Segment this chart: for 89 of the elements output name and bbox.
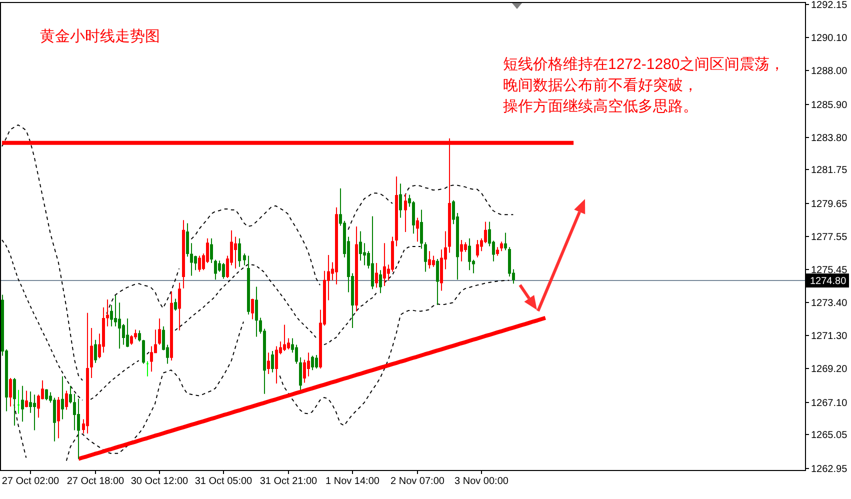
candlestick (77, 398, 80, 460)
y-tick-label: 1275.45 (811, 265, 848, 276)
candlestick (371, 216, 374, 290)
candlestick (460, 240, 463, 262)
x-tick-label: 31 Oct 05:00 (194, 476, 253, 487)
annotation: 晚间数据公布前不看好突破， (503, 77, 698, 94)
y-tick-label: 1292.15 (811, 0, 848, 11)
candlestick (275, 346, 278, 384)
x-tick-label: 30 Oct 12:00 (130, 476, 189, 487)
candlestick (106, 299, 109, 327)
candlestick (395, 176, 398, 247)
candlestick (500, 241, 503, 252)
candlestick (311, 355, 314, 371)
candlestick (420, 209, 423, 250)
candlestick (17, 389, 20, 414)
candlestick (379, 270, 382, 294)
y-tick-label: 1285.90 (811, 100, 848, 111)
candlestick (255, 286, 258, 338)
candlestick (355, 226, 358, 312)
candlestick (251, 298, 254, 320)
candlestick (428, 250, 431, 269)
candlestick (271, 350, 274, 373)
line-series (76, 316, 548, 461)
candlestick (25, 390, 28, 408)
current-price-label: 1274.80 (806, 274, 849, 288)
candlestick (375, 262, 378, 288)
candlestick (299, 356, 302, 390)
candlestick (210, 238, 213, 264)
x-tick-label: 31 Oct 21:00 (260, 476, 318, 487)
candlestick (94, 339, 97, 364)
candlestick (247, 255, 250, 315)
candlestick (283, 324, 286, 352)
candlestick (174, 298, 177, 312)
candlestick (57, 396, 60, 439)
y-tick-label: 1288.00 (811, 66, 848, 77)
candlestick (222, 262, 225, 280)
candlestick (13, 378, 16, 426)
candlestick (238, 238, 241, 268)
candlestick (359, 230, 362, 262)
annotation: 短线价格维持在1272-1280之间区间震荡， (503, 56, 785, 73)
candlestick (404, 194, 407, 232)
candlestick (65, 390, 68, 410)
candlestick (146, 360, 149, 377)
candlestick (416, 217, 419, 242)
y-tick-label: 1273.40 (811, 298, 848, 309)
candlestick (126, 318, 129, 348)
y-tick-label: 1279.65 (811, 199, 848, 210)
candlestick (158, 318, 161, 346)
y-tick-label: 1262.95 (811, 464, 848, 475)
x-tick-label: 2 Nov 07:00 (390, 476, 445, 487)
candlestick (214, 259, 217, 280)
candlestick (436, 258, 439, 306)
candlestick (476, 240, 479, 258)
y-tick-label: 1267.10 (811, 398, 848, 409)
x-tick-label: 27 Oct 18:00 (66, 476, 125, 487)
ref-line-label: 1274.80 (810, 276, 847, 287)
candlestick (178, 282, 181, 331)
candlestick (21, 385, 24, 422)
candlestick (243, 253, 246, 266)
y-tick-label: 1265.05 (811, 430, 848, 441)
candlestick (61, 376, 64, 420)
candlestick (468, 238, 471, 271)
candlestick (198, 255, 201, 272)
x-tick-label: 1 Nov 14:00 (326, 476, 380, 487)
y-tick-label: 1269.20 (811, 364, 848, 375)
candlestick (496, 246, 499, 256)
candlestick (424, 242, 427, 272)
y-tick-label: 1277.55 (811, 232, 848, 243)
candlestick (9, 378, 12, 407)
candlestick (504, 232, 507, 251)
candlestick (182, 220, 185, 289)
y-tick-label: 1290.10 (811, 33, 848, 44)
candlestick (90, 328, 93, 378)
candlestick (33, 394, 36, 431)
candlestick (267, 352, 270, 374)
x-tick-label: 3 Nov 00:00 (454, 476, 509, 487)
candlestick (335, 206, 338, 285)
x-tick-label: 27 Oct 02:00 (2, 476, 60, 487)
y-tick-label: 1283.80 (811, 133, 848, 144)
candlestick (86, 312, 89, 434)
annotation: 操作方面继续高空低多思路。 (503, 98, 698, 115)
candlestick (399, 183, 402, 218)
candlestick (315, 354, 318, 369)
candlestick (383, 242, 386, 286)
candlestick (170, 291, 173, 361)
text: 黄金小时线走势图 (40, 28, 160, 45)
y-tick-label: 1271.30 (811, 331, 848, 342)
candlestick (432, 255, 435, 268)
y-tick-label: 1281.75 (811, 165, 848, 176)
